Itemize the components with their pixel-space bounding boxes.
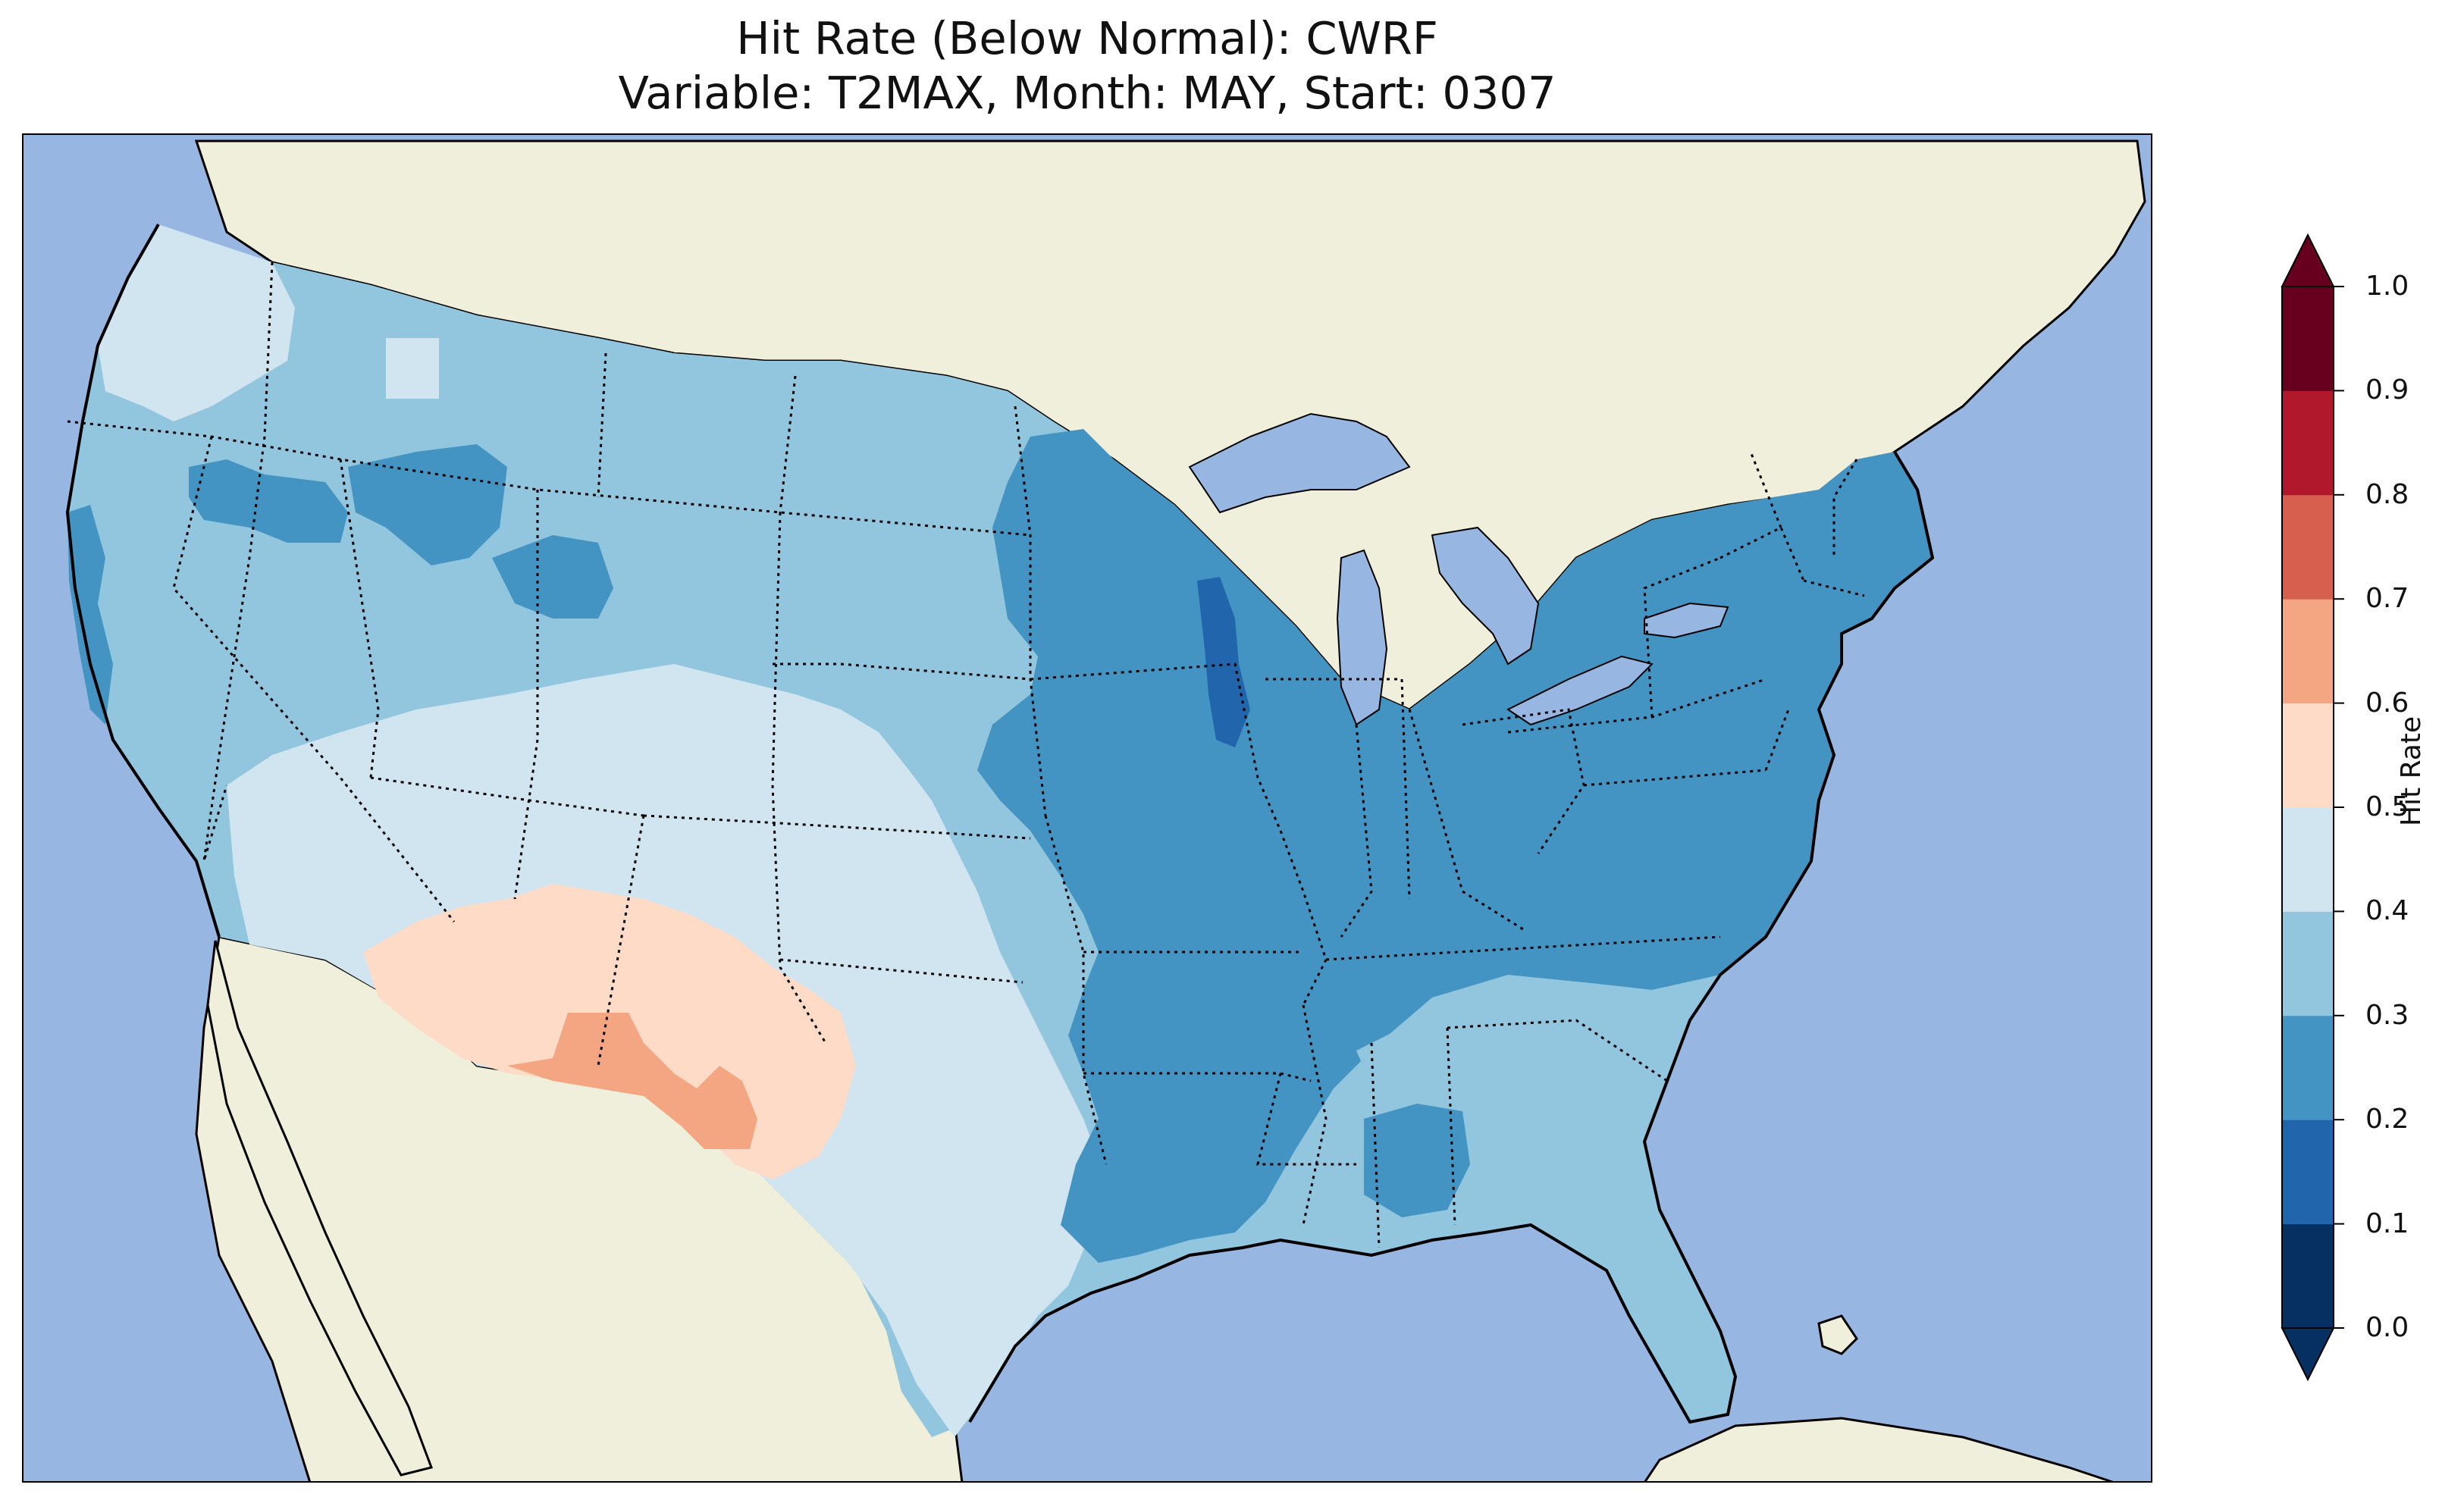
colorbar-bin [2282, 287, 2334, 391]
lake-michigan [1336, 549, 1388, 726]
region-wyoming-patch [492, 535, 613, 619]
colorbar-tick-label: 0.6 [2365, 687, 2409, 719]
colorbar: 0.0 0.1 0.2 0.3 0.4 0.5 0.6 0.7 0.8 0.9 1.0 [2267, 233, 2449, 1382]
region-trans-pecos [507, 1013, 757, 1149]
colorbar-bin [2282, 1015, 2334, 1120]
colorbar-tick-label: 0.0 [2365, 1312, 2409, 1343]
region-idaho-spot [386, 338, 439, 399]
cuba-fragment [1643, 1417, 2115, 1483]
coastline [65, 224, 221, 938]
colorbar-graphic [2281, 233, 2344, 1382]
colorbar-tick-label: 0.8 [2365, 478, 2409, 510]
colorbar-extend-min [2281, 1327, 2335, 1382]
colorbar-bin [2282, 911, 2334, 1016]
lake-erie [1506, 655, 1654, 726]
colorbar-tick-label: 0.2 [2365, 1104, 2409, 1135]
lake-huron [1431, 526, 1540, 666]
colorbar-tick-label: 0.5 [2365, 791, 2409, 822]
colorbar-tick-label: 0.4 [2365, 895, 2409, 927]
region-oregon-patch [189, 459, 348, 543]
conus-map [22, 133, 2152, 1483]
map-panel [22, 133, 2152, 1483]
region-idaho-patch [348, 444, 507, 565]
baja-peninsula [206, 940, 433, 1477]
colorbar-tick-label: 0.3 [2365, 999, 2409, 1031]
colorbar-bin [2282, 1223, 2334, 1329]
region-pnw [98, 224, 295, 421]
lake-superior [1188, 412, 1411, 514]
chart-subtitle: Variable: T2MAX, Month: MAY, Start: 0307 [618, 67, 1556, 119]
colorbar-bin [2282, 1120, 2334, 1225]
region-southeast-light [1341, 975, 1735, 1422]
colorbar-tick-label: 1.0 [2365, 271, 2409, 302]
colorbar-bin [2282, 807, 2334, 912]
colorbar-label: Hit Rate [2396, 716, 2427, 826]
chart-title: Hit Rate (Below Normal): CWRF [736, 12, 1438, 64]
region-california-coast [67, 505, 113, 725]
colorbar-bin [2282, 599, 2334, 704]
colorbar-bin [2282, 703, 2334, 808]
colorbar-tick-label: 0.9 [2365, 374, 2409, 406]
lake-ontario [1644, 602, 1729, 639]
region-alabama-patch [1364, 1104, 1470, 1217]
colorbar-tick-label: 0.1 [2365, 1207, 2409, 1239]
colorbar-extend-max [2281, 233, 2335, 287]
colorbar-tick-label: 0.7 [2365, 583, 2409, 615]
gulf-atlantic-coast [968, 450, 1935, 1424]
colorbar-bin [2282, 390, 2334, 496]
region-wisconsin-pocket [1197, 577, 1250, 747]
colorbar-bin [2282, 494, 2334, 600]
state-borders [67, 262, 1865, 1248]
bahamas-island [1817, 1314, 1858, 1355]
